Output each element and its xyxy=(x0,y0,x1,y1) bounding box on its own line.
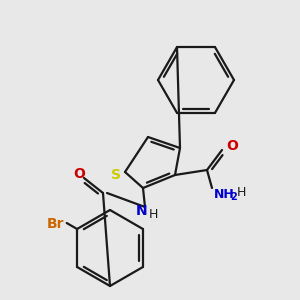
Text: NH: NH xyxy=(214,188,235,200)
Text: S: S xyxy=(111,168,121,182)
Text: Br: Br xyxy=(47,217,65,231)
Text: O: O xyxy=(73,167,85,181)
Text: 2: 2 xyxy=(230,192,237,202)
Text: O: O xyxy=(226,139,238,153)
Text: H: H xyxy=(237,185,246,199)
Text: N: N xyxy=(136,204,148,218)
Text: H: H xyxy=(148,208,158,221)
